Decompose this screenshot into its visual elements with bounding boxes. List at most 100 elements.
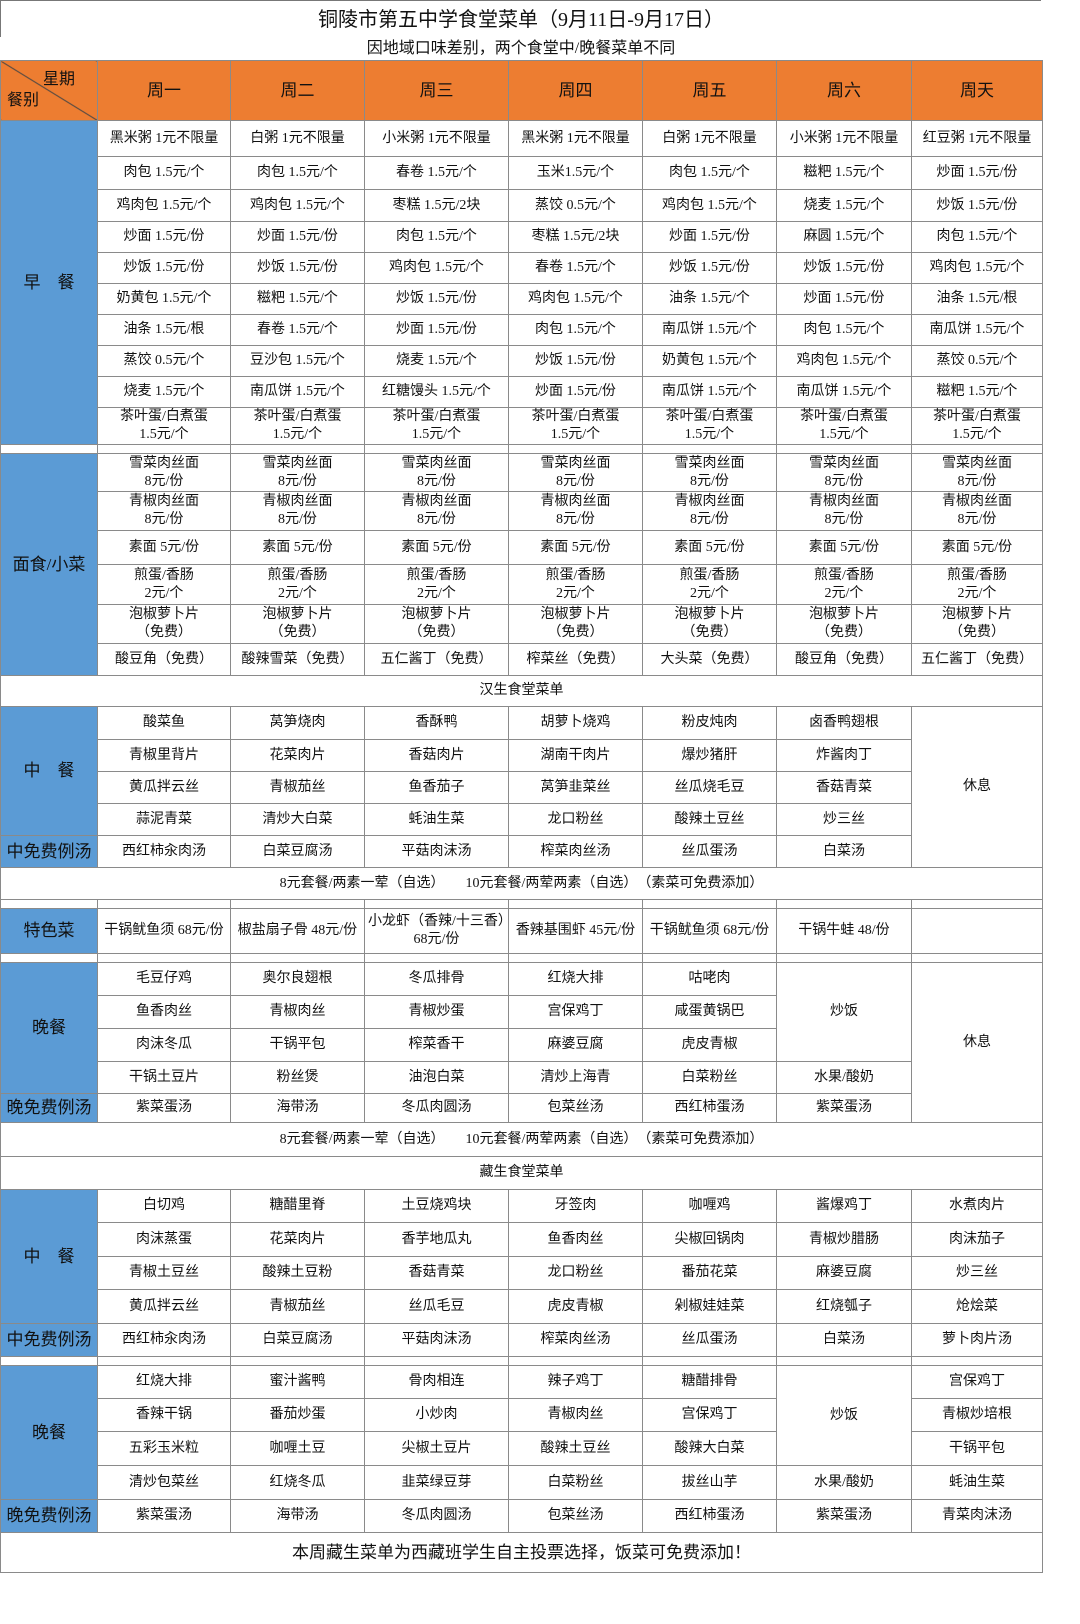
menu-cell: 青椒肉丝面 8元/份: [230, 491, 365, 531]
spacer-cell: [911, 444, 1043, 454]
soup-cell: 榨菜肉丝汤: [508, 1323, 643, 1357]
table-row: 青椒土豆丝 酸辣土豆粉 香菇青菜 龙口粉丝 番茄花菜 麻婆豆腐 炒三丝: [1, 1256, 1043, 1290]
section-title: 汉生食堂菜单: [0, 675, 1043, 707]
menu-cell: 素面 5元/份: [642, 530, 777, 565]
special-cell: 椒盐扇子骨 48元/份: [230, 908, 365, 954]
spacer-cell: [364, 899, 509, 909]
menu-cell: 酸菜鱼: [97, 706, 231, 740]
menu-cell: 茶叶蛋/白煮蛋 1.5元/个: [642, 407, 777, 445]
menu-cell: 素面 5元/份: [508, 530, 643, 565]
menu-cell: 鸡肉包 1.5元/个: [911, 252, 1043, 284]
soup-cell: 西红柿汆肉汤: [97, 1323, 231, 1357]
table-row: 烧麦 1.5元/个 南瓜饼 1.5元/个 红糖馒头 1.5元/个 炒面 1.5元/份南…: [1, 376, 1043, 408]
menu-cell: 清炒大白菜: [230, 803, 365, 836]
spacer-cell: [0, 899, 98, 909]
menu-cell: 香菇青菜: [364, 1256, 509, 1290]
menu-cell: 黄瓜拌云丝: [97, 1289, 231, 1324]
menu-cell: 五仁酱丁（免费）: [911, 643, 1043, 676]
menu-cell: 白切鸡: [97, 1189, 231, 1223]
menu-cell: 香芋地瓜丸: [364, 1222, 509, 1257]
menu-cell: 红烧瓠子: [776, 1289, 912, 1324]
menu-cell: 煎蛋/香肠 2元/个: [911, 564, 1043, 605]
menu-cell: 蚝油生菜: [911, 1465, 1043, 1500]
menu-cell: 香菇青菜: [776, 771, 912, 804]
menu-cell: 黑米粥 1元不限量: [97, 120, 231, 157]
menu-cell: 炒饭 1.5元/份: [642, 252, 777, 284]
menu-cell: 五仁酱丁（免费）: [364, 643, 509, 676]
table-row: 中免费例汤 西红柿汆肉汤 白菜豆腐汤 平菇肉沫汤 榨菜肉丝汤 丝瓜蛋汤 白菜汤 萝卜肉片汤: [0, 1323, 1043, 1357]
menu-cell: 炒饭: [776, 1365, 912, 1466]
menu-cell: 番茄花菜: [642, 1256, 777, 1290]
menu-cell: 湖南干肉片: [508, 739, 643, 772]
menu-cell: 干锅平包: [230, 1028, 365, 1062]
menu-cell: 肉包 1.5元/个: [230, 156, 365, 190]
spacer-row: [0, 1356, 1043, 1366]
menu-cell: 肉包 1.5元/个: [776, 314, 912, 346]
table-row: 肉沫蒸蛋 花菜肉片 香芋地瓜丸 鱼香肉丝 尖椒回锅肉 青椒炒腊肠 肉沫茄子: [1, 1222, 1043, 1257]
table-row: 黄瓜拌云丝 青椒茄丝 丝瓜毛豆 虎皮青椒 剁椒娃娃菜 红烧瓠子 炝烩菜: [1, 1289, 1043, 1324]
menu-cell: 韭菜绿豆芽: [364, 1465, 509, 1500]
menu-cell: 糍粑 1.5元/个: [911, 376, 1043, 408]
menu-cell: 毛豆仔鸡: [97, 962, 231, 996]
menu-cell: 尖椒回锅肉: [642, 1222, 777, 1257]
section-title: 汉生食堂菜单: [0, 675, 1043, 707]
menu-cell: 青椒肉丝面 8元/份: [642, 491, 777, 531]
page-subtitle: 因地域口味差别，两个食堂中/晚餐菜单不同: [366, 40, 676, 57]
menu-cell: 泡椒萝卜片 （免费）: [776, 604, 912, 644]
soup-cell: 紫菜蛋汤: [97, 1499, 231, 1533]
menu-cell: 水果/酸奶: [776, 1061, 912, 1094]
spacer-cell: [0, 444, 98, 454]
menu-cell: 青椒土豆丝: [97, 1256, 231, 1290]
meal-label: 特色菜: [0, 908, 98, 954]
menu-cell: 青椒肉丝: [230, 995, 365, 1029]
menu-cell: 豆沙包 1.5元/个: [230, 345, 365, 377]
spacer-cell: [97, 953, 231, 963]
table-row: 中 餐白切鸡 糖醋里脊 土豆烧鸡块 牙签肉 咖喱鸡 酱爆鸡丁 水煮肉片: [0, 1189, 1043, 1324]
header-row: 星期 餐别 周一 周二 周三 周四 周五 周六 周天: [0, 60, 1043, 121]
menu-cell: 干锅土豆片: [97, 1061, 231, 1094]
spacer-cell: [776, 444, 912, 454]
table-row: 面食/小菜 雪菜肉丝面 8元/份 雪菜肉丝面 8元/份 雪菜肉丝面 8元/份 雪菜肉丝面…: [0, 453, 1043, 676]
menu-cell: 丝瓜毛豆: [364, 1289, 509, 1324]
menu-cell: 雪菜肉丝面 8元/份: [642, 453, 777, 492]
menu-cell: 茶叶蛋/白煮蛋 1.5元/个: [776, 407, 912, 445]
table-row: 酸豆角（免费） 酸辣雪菜（免费） 五仁酱丁（免费） 榨菜丝（免费） 大头菜（免费） 酸豆角…: [1, 643, 1043, 676]
soup-label: 晚免费例汤: [0, 1499, 98, 1533]
soup-cell: 包菜丝汤: [508, 1499, 643, 1533]
menu-cell: 泡椒萝卜片 （免费）: [911, 604, 1043, 644]
menu-cell: 青椒肉丝面 8元/份: [776, 491, 912, 531]
menu-cell: 糍粑 1.5元/个: [776, 156, 912, 190]
menu-cell: 蚝油生菜: [364, 803, 509, 836]
menu-cell: 丝瓜烧毛豆: [642, 771, 777, 804]
spacer-cell: [642, 899, 777, 909]
menu-table: 星期 餐别 周一 周二 周三 周四 周五 周六 周天早 餐黑米粥 1元不限量 白粥 1元不限量 小米…: [0, 60, 1043, 1573]
spacer-cell: [97, 899, 231, 909]
menu-cell: 青椒茄丝: [230, 1289, 365, 1324]
set-meal-note: 8元套餐/两素一荤（自选） 10元套餐/两荤两素（自选） （素菜可免费添加）: [0, 1122, 1043, 1157]
menu-cell: 小米粥 1元不限量: [364, 120, 509, 157]
menu-cell: 炸酱肉丁: [776, 739, 912, 772]
menu-cell: 黑米粥 1元不限量: [508, 120, 643, 157]
table-row: 炒面 1.5元/份 炒面 1.5元/份 肉包 1.5元/个 枣糕 1.5元/2块 炒面 …: [1, 221, 1043, 253]
special-row: 特色菜 干锅鱿鱼须 68元/份 椒盐扇子骨 48元/份 小龙虾（香辣/十三香）68元/…: [0, 908, 1043, 954]
menu-cell: 泡椒萝卜片 （免费）: [364, 604, 509, 644]
corner-cell: 星期 餐别: [0, 60, 98, 121]
menu-cell: 烧麦 1.5元/个: [97, 376, 231, 408]
spacer-row: [0, 953, 1043, 963]
menu-cell: 南瓜饼 1.5元/个: [776, 376, 912, 408]
menu-cell: 奶黄包 1.5元/个: [642, 345, 777, 377]
meal-label: 中 餐: [0, 706, 98, 836]
menu-cell: 粉丝煲: [230, 1061, 365, 1094]
menu-cell: 炒三丝: [776, 803, 912, 836]
menu-cell: 青椒茄丝: [230, 771, 365, 804]
menu-cell: 莴笋韭菜丝: [508, 771, 643, 804]
menu-cell: 红糖馒头 1.5元/个: [364, 376, 509, 408]
menu-cell: 煎蛋/香肠 2元/个: [642, 564, 777, 605]
menu-cell: 炒面 1.5元/份: [776, 283, 912, 315]
table-row: 中免费例汤 西红柿汆肉汤 白菜豆腐汤 平菇肉沫汤 榨菜肉丝汤 丝瓜蛋汤 白菜汤: [0, 835, 1043, 868]
menu-cell: 鸡肉包 1.5元/个: [642, 189, 777, 222]
special-cell: 香辣基围虾 45元/份: [508, 908, 643, 954]
menu-cell: 白菜粉丝: [508, 1465, 643, 1500]
day-header: 周六: [776, 60, 912, 121]
menu-cell: 清炒上海青: [508, 1061, 643, 1094]
